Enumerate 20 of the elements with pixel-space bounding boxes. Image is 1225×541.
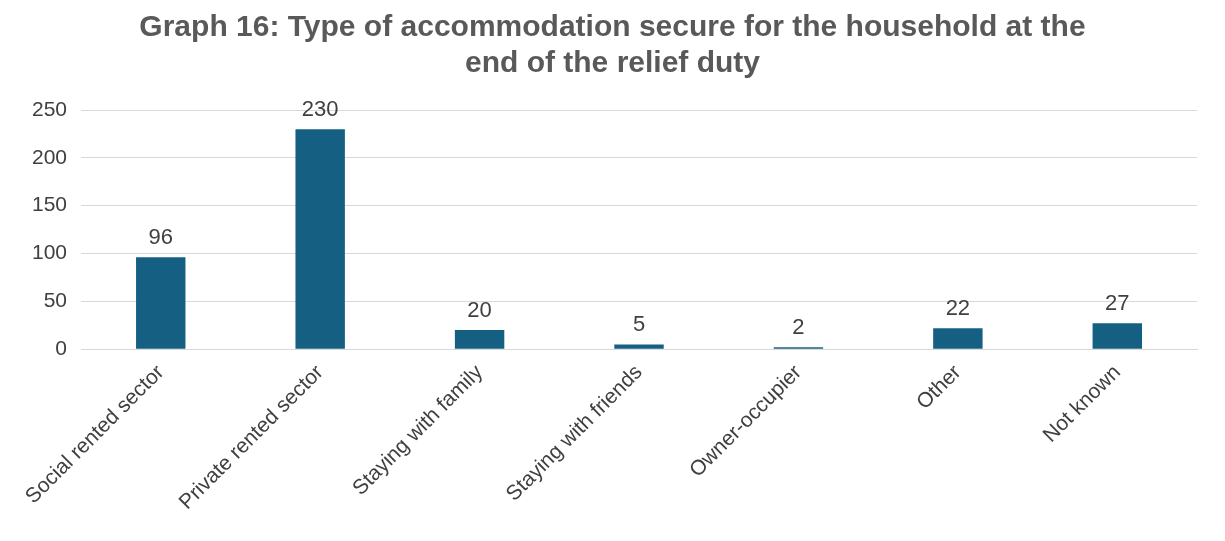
data-label: 5 (632, 311, 646, 337)
data-label: 230 (301, 96, 339, 122)
data-label: 22 (945, 295, 971, 321)
y-tick-label: 200 (31, 144, 68, 168)
bar (614, 344, 664, 349)
bar (454, 330, 505, 349)
data-label: 27 (1105, 290, 1130, 316)
y-tick-label: 150 (31, 192, 68, 216)
data-label: 20 (467, 297, 492, 323)
bar (295, 129, 345, 349)
y-tick-label: 250 (31, 96, 68, 120)
y-tick-label: 0 (55, 335, 68, 359)
data-label: 96 (148, 224, 173, 250)
bar (933, 328, 983, 349)
y-tick-label: 50 (43, 288, 68, 312)
bar (1092, 323, 1142, 349)
bar (136, 257, 186, 349)
y-tick-label: 100 (31, 240, 68, 264)
data-label: 2 (792, 314, 805, 340)
chart-title: Graph 16: Type of accommodation secure for the household at the end of the relief duty (138, 8, 1087, 80)
